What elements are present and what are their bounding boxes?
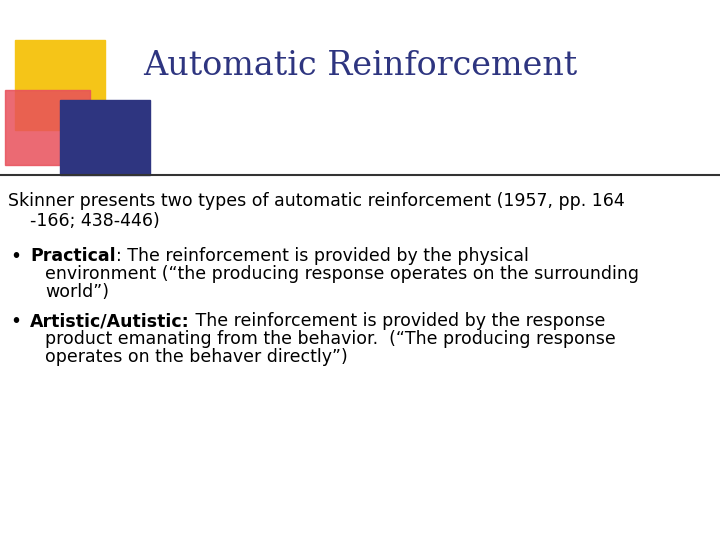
Text: •: •	[10, 312, 21, 331]
Bar	[5, 90, 90, 165]
Text: •: •	[10, 247, 21, 266]
Text: : The reinforcement is provided by the physical: : The reinforcement is provided by the p…	[116, 247, 528, 265]
Text: Practical: Practical	[30, 247, 116, 265]
Text: world”): world”)	[45, 283, 109, 301]
Text: operates on the behaver directly”): operates on the behaver directly”)	[45, 348, 348, 366]
Text: product emanating from the behavior.  (“The producing response: product emanating from the behavior. (“T…	[45, 330, 616, 348]
Text: environment (“the producing response operates on the surrounding: environment (“the producing response ope…	[45, 265, 639, 283]
Text: The reinforcement is provided by the response: The reinforcement is provided by the res…	[190, 312, 605, 330]
Text: -166; 438-446): -166; 438-446)	[8, 212, 160, 230]
Bar	[15, 40, 105, 130]
Text: Skinner presents two types of automatic reinforcement (1957, pp. 164: Skinner presents two types of automatic …	[8, 192, 625, 210]
Text: Artistic/Autistic:: Artistic/Autistic:	[30, 312, 190, 330]
Text: Automatic Reinforcement: Automatic Reinforcement	[143, 50, 577, 82]
Bar	[60, 100, 150, 175]
